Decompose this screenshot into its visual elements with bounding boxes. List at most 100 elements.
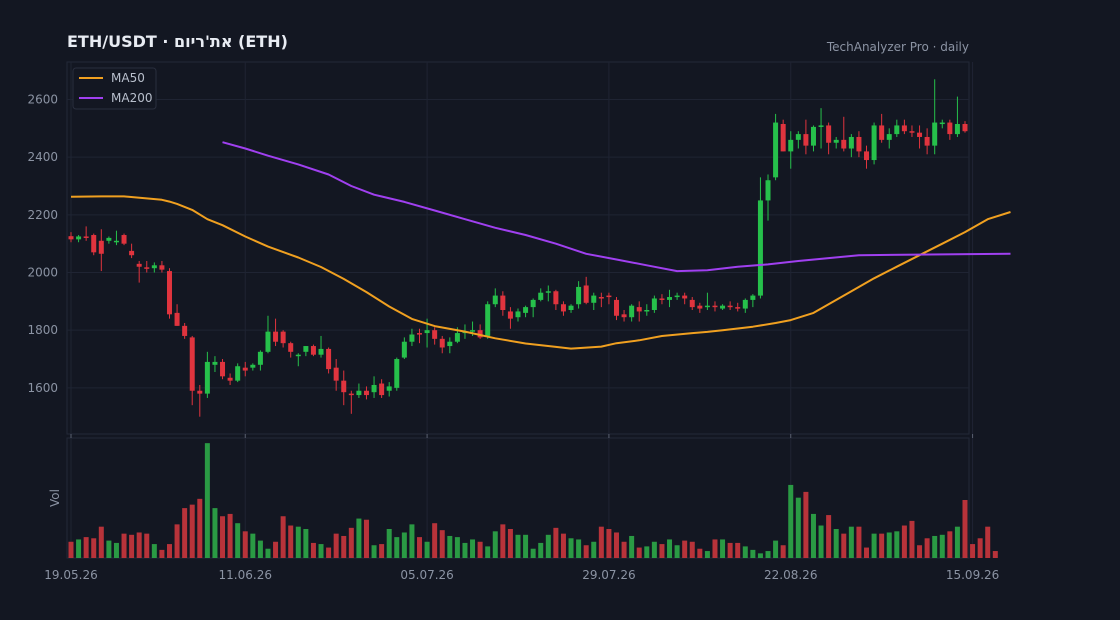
volume-bar xyxy=(629,535,635,558)
candle-body xyxy=(613,299,619,316)
volume-bar xyxy=(810,513,816,558)
volume-bar xyxy=(492,531,498,558)
volume-bar xyxy=(242,531,248,558)
candle-body xyxy=(629,305,635,318)
candle-body xyxy=(515,311,521,318)
volume-bar xyxy=(166,544,172,558)
volume-bar xyxy=(106,540,112,558)
volume-bar xyxy=(917,545,923,558)
candle-body xyxy=(667,297,673,300)
volume-bar xyxy=(780,545,786,558)
candle-body xyxy=(182,325,188,336)
volume-bar xyxy=(295,526,301,558)
volume-bar xyxy=(424,541,430,558)
candle-body xyxy=(689,299,695,308)
volume-bar xyxy=(76,539,82,558)
volume-bar xyxy=(553,527,559,558)
volume-bar xyxy=(833,529,839,558)
candle-body xyxy=(371,384,377,393)
candle-body xyxy=(129,250,135,256)
candle-body xyxy=(947,122,953,135)
price-tick-label: 2000 xyxy=(27,266,58,280)
candle-body xyxy=(742,299,748,309)
date-tick-label: 11.06.26 xyxy=(219,568,272,582)
volume-bar xyxy=(113,542,119,558)
volume-bar xyxy=(250,533,256,558)
volume-bar xyxy=(689,541,695,558)
candle-body xyxy=(363,390,369,396)
volume-bar xyxy=(636,547,642,558)
volume-bar xyxy=(932,535,938,558)
candle-body xyxy=(841,139,847,149)
candle-body xyxy=(159,265,165,270)
volume-bar xyxy=(598,526,604,558)
volume-bar xyxy=(894,531,900,558)
volume-bar xyxy=(326,547,332,558)
volume-bar xyxy=(742,546,748,558)
price-tick-label: 1600 xyxy=(27,381,58,395)
candle-body xyxy=(848,136,854,149)
candle-body xyxy=(932,122,938,146)
candle-body xyxy=(507,311,513,319)
volume-bar xyxy=(515,534,521,558)
candle-body xyxy=(538,292,544,300)
volume-bar xyxy=(560,533,566,558)
volume-bar xyxy=(227,513,233,558)
candle-body xyxy=(826,125,832,143)
candle-body xyxy=(523,307,529,313)
volume-bar xyxy=(204,443,210,558)
volume-bar xyxy=(606,529,612,558)
candle-body xyxy=(197,390,203,394)
candle-body xyxy=(83,236,89,238)
candle-body xyxy=(356,390,362,396)
volume-bar xyxy=(174,524,180,558)
candle-body xyxy=(447,341,453,347)
volume-bar xyxy=(659,544,665,558)
candle-body xyxy=(833,139,839,143)
price-tick-label: 1800 xyxy=(27,323,58,337)
volume-bar xyxy=(356,518,362,558)
candle-body xyxy=(712,305,718,308)
ma200-line xyxy=(222,141,1011,273)
candle-body xyxy=(757,200,763,296)
volume-bar xyxy=(280,516,286,558)
candle-body xyxy=(409,334,415,342)
candle-body xyxy=(810,126,816,146)
candle-body xyxy=(553,291,559,305)
volume-bar xyxy=(151,544,157,558)
candle-body xyxy=(113,240,119,243)
volume-bar xyxy=(470,539,476,558)
volume-bar xyxy=(212,508,218,558)
volume-bar xyxy=(788,484,794,558)
candle-body xyxy=(530,299,536,308)
candle-body xyxy=(886,134,892,140)
candle-body xyxy=(151,265,157,269)
volume-bar xyxy=(735,542,741,558)
candle-body xyxy=(477,330,483,338)
candle-body xyxy=(189,337,195,391)
volume-bar xyxy=(939,534,945,558)
volume-bar xyxy=(841,533,847,558)
volume-bar xyxy=(909,520,915,558)
candle-body xyxy=(235,366,241,381)
price-panel-frame xyxy=(66,61,970,435)
volume-bar xyxy=(879,533,885,558)
candle-body xyxy=(720,305,726,309)
volume-bar xyxy=(954,526,960,558)
volume-axis-label: Vol xyxy=(48,489,62,507)
volume-bar xyxy=(273,541,279,558)
volume-bar xyxy=(682,540,688,558)
volume-bar xyxy=(886,532,892,558)
volume-bar xyxy=(485,546,491,558)
volume-bar xyxy=(462,542,468,558)
candle-body xyxy=(879,125,885,140)
volume-bar xyxy=(341,535,347,558)
volume-bar xyxy=(765,551,771,558)
volume-bar xyxy=(447,535,453,558)
candle-body xyxy=(697,305,703,309)
volume-bar xyxy=(182,508,188,558)
volume-bar xyxy=(477,541,483,558)
volume-bar xyxy=(197,498,203,558)
candle-body xyxy=(227,377,233,381)
